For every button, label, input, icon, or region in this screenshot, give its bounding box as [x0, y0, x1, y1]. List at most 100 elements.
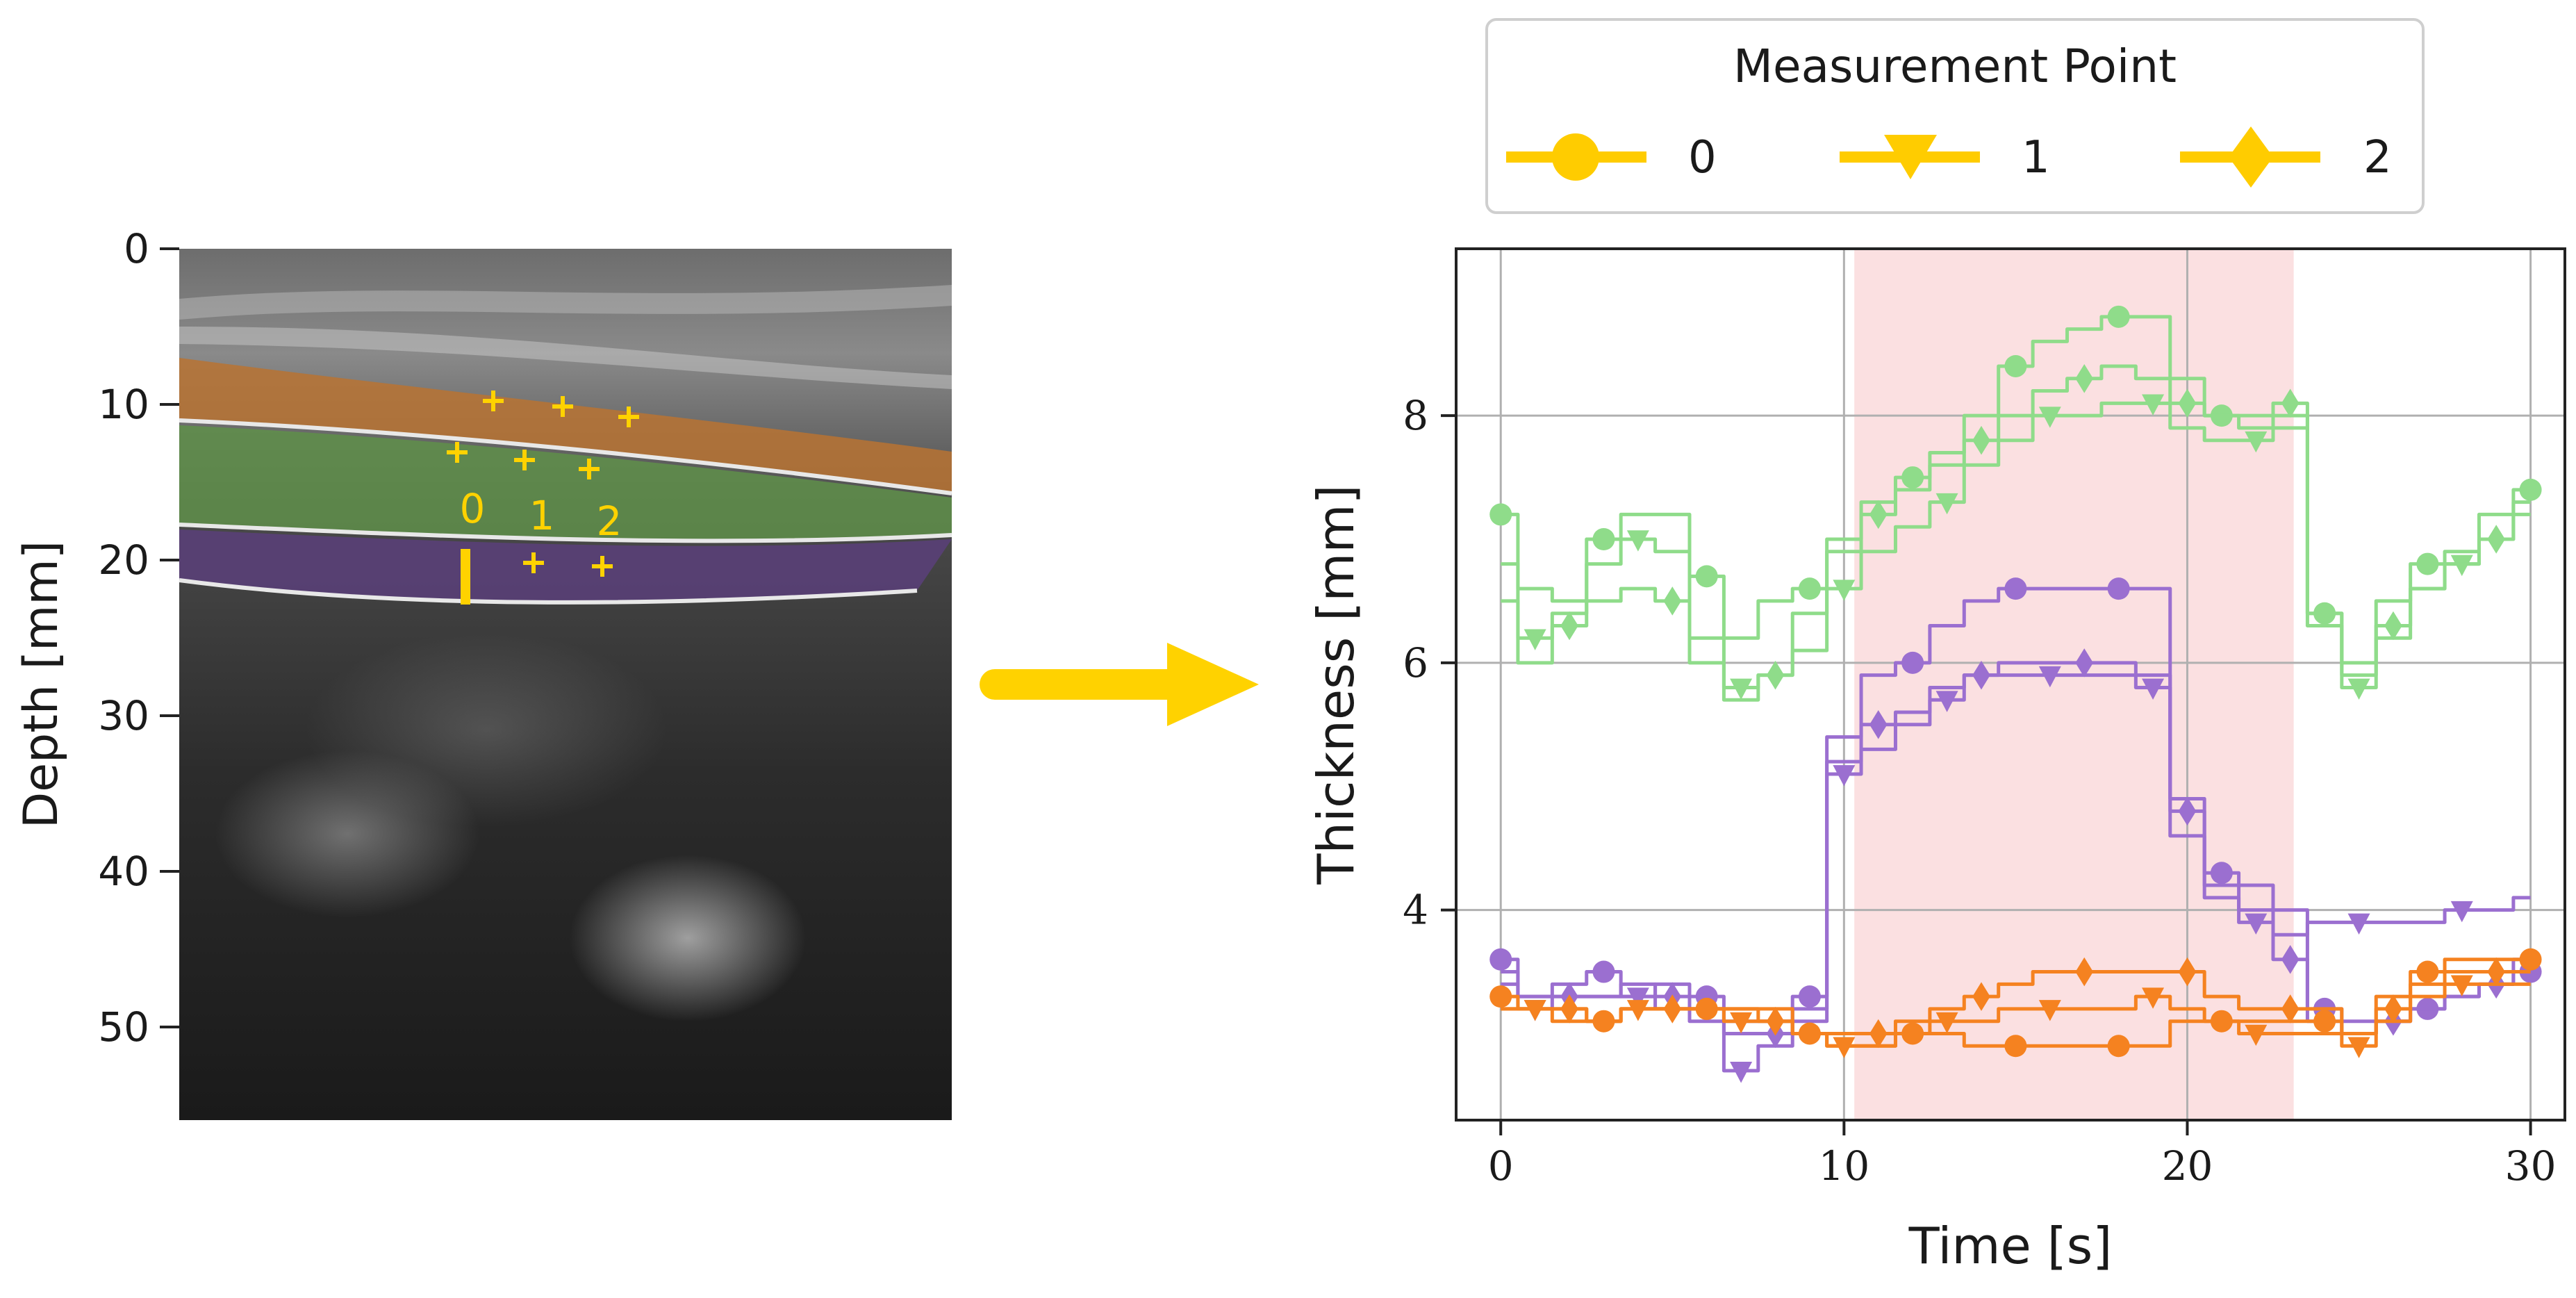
transition-arrow	[980, 643, 1259, 726]
data-point-diamond	[1560, 611, 1578, 641]
data-point-triangle	[1730, 1062, 1753, 1083]
data-point-circle	[2519, 478, 2542, 501]
data-point-triangle	[2038, 1000, 2061, 1021]
depth-tick-30: 30	[98, 692, 149, 739]
data-point-diamond	[2384, 994, 2402, 1024]
data-point-circle	[2107, 577, 2130, 600]
data-point-triangle	[1524, 629, 1546, 650]
data-point-diamond	[2075, 363, 2094, 393]
data-point-triangle	[2142, 987, 2165, 1009]
legend-entry-1: 1	[1840, 132, 2050, 183]
point-label-1: 1	[529, 492, 555, 539]
layer-bottom-overlay	[179, 529, 952, 602]
layer-middle-overlay	[179, 425, 952, 541]
data-point-triangle	[2038, 666, 2061, 688]
depth-axis-label: Depth [mm]	[14, 541, 69, 828]
x-tick-label: 0	[1488, 1142, 1514, 1190]
data-point-triangle	[1626, 530, 1649, 552]
y-tick-label: 8	[1403, 392, 1428, 439]
measurement-markers	[447, 391, 639, 605]
point-label-2: 2	[597, 498, 622, 545]
data-point-triangle	[1935, 493, 1958, 515]
data-point-diamond	[1560, 994, 1578, 1024]
data-point-circle	[1489, 985, 1512, 1008]
data-point-triangle	[2347, 678, 2370, 700]
legend-box	[1485, 18, 2425, 214]
data-point-triangle	[2450, 901, 2473, 923]
data-point-diamond	[1869, 710, 1888, 739]
data-point-diamond	[1869, 500, 1888, 529]
y-axis: 4 6 8	[1403, 392, 1456, 934]
data-point-triangle	[1833, 765, 1856, 787]
data-point-triangle	[1935, 691, 1958, 712]
data-point-circle	[2313, 1010, 2336, 1033]
data-point-diamond	[1972, 660, 1990, 690]
x-axis-label: Time [s]	[1908, 1217, 2113, 1275]
data-point-circle	[1489, 503, 1512, 526]
highlight-span	[1854, 249, 2294, 1120]
data-point-triangle	[2450, 975, 2473, 996]
ultrasound-panel: 0 1 2 0 10 20 30 40 50 Depth [mm]	[14, 225, 952, 1120]
data-point-circle	[2004, 577, 2027, 600]
data-point-triangle	[1626, 987, 1649, 1009]
data-point-diamond	[2281, 944, 2300, 974]
plot-frame	[1455, 247, 2566, 1122]
y-axis-label: Thickness [mm]	[1307, 484, 1365, 885]
data-point-diamond	[1869, 1019, 1888, 1049]
data-point-circle	[1489, 948, 1512, 971]
point-label-0: 0	[460, 485, 486, 532]
data-point-triangle	[2347, 913, 2370, 935]
data-point-circle	[1592, 528, 1615, 550]
legend-entry-2: 2	[2180, 126, 2392, 188]
depth-tick-50: 50	[98, 1003, 149, 1051]
legend-triangle-marker	[1884, 135, 1937, 179]
data-point-triangle	[2245, 431, 2268, 453]
data-point-diamond	[2178, 957, 2197, 987]
data-point-diamond	[2384, 611, 2402, 641]
data-point-diamond	[1663, 586, 1682, 616]
data-point-triangle	[1730, 1012, 1753, 1034]
data-point-diamond	[2178, 388, 2197, 418]
x-tick-label: 30	[2505, 1142, 2557, 1190]
data-point-circle	[1695, 565, 1718, 588]
data-point-diamond	[2075, 957, 2094, 987]
data-point-circle	[1798, 577, 1821, 600]
data-point-diamond	[1972, 425, 1990, 455]
legend-label-1: 1	[2022, 132, 2050, 183]
series-layer	[1489, 305, 2542, 1083]
data-point-diamond	[2178, 796, 2197, 826]
data-point-circle	[2210, 862, 2233, 885]
legend-entry-0: 0	[1506, 132, 1717, 183]
data-point-triangle	[2142, 678, 2165, 700]
data-point-circle	[2519, 948, 2542, 971]
data-point-circle	[1592, 960, 1615, 983]
depth-axis	[160, 247, 179, 1028]
x-tick-label: 20	[2162, 1142, 2213, 1190]
x-axis: 0 10 20 30	[1488, 1120, 2557, 1190]
data-point-diamond	[1766, 660, 1785, 690]
series-green-diamond	[1501, 363, 2531, 702]
series-orange-diamond	[1501, 957, 2531, 1049]
data-point-circle	[2004, 354, 2027, 377]
data-point-triangle	[2142, 394, 2165, 416]
depth-tick-0: 0	[124, 225, 149, 272]
depth-tick-20: 20	[98, 536, 149, 584]
data-point-triangle	[2245, 913, 2268, 935]
data-point-triangle	[2347, 1037, 2370, 1058]
data-point-triangle	[1833, 580, 1856, 601]
data-point-circle	[2107, 305, 2130, 328]
legend-diamond-marker	[2229, 126, 2273, 188]
data-point-circle	[2416, 960, 2439, 983]
data-point-circle	[1798, 985, 1821, 1008]
data-point-diamond	[2487, 525, 2505, 554]
data-point-triangle	[2245, 1024, 2268, 1046]
data-point-diamond	[2281, 388, 2300, 418]
series-green-circle	[1489, 305, 2542, 665]
layer-top-overlay	[179, 358, 952, 493]
data-point-diamond	[1663, 994, 1682, 1024]
legend-circle-marker	[1552, 133, 1599, 181]
data-point-diamond	[1972, 982, 1990, 1011]
data-point-triangle	[1833, 1037, 1856, 1058]
series-line	[1501, 401, 2531, 689]
